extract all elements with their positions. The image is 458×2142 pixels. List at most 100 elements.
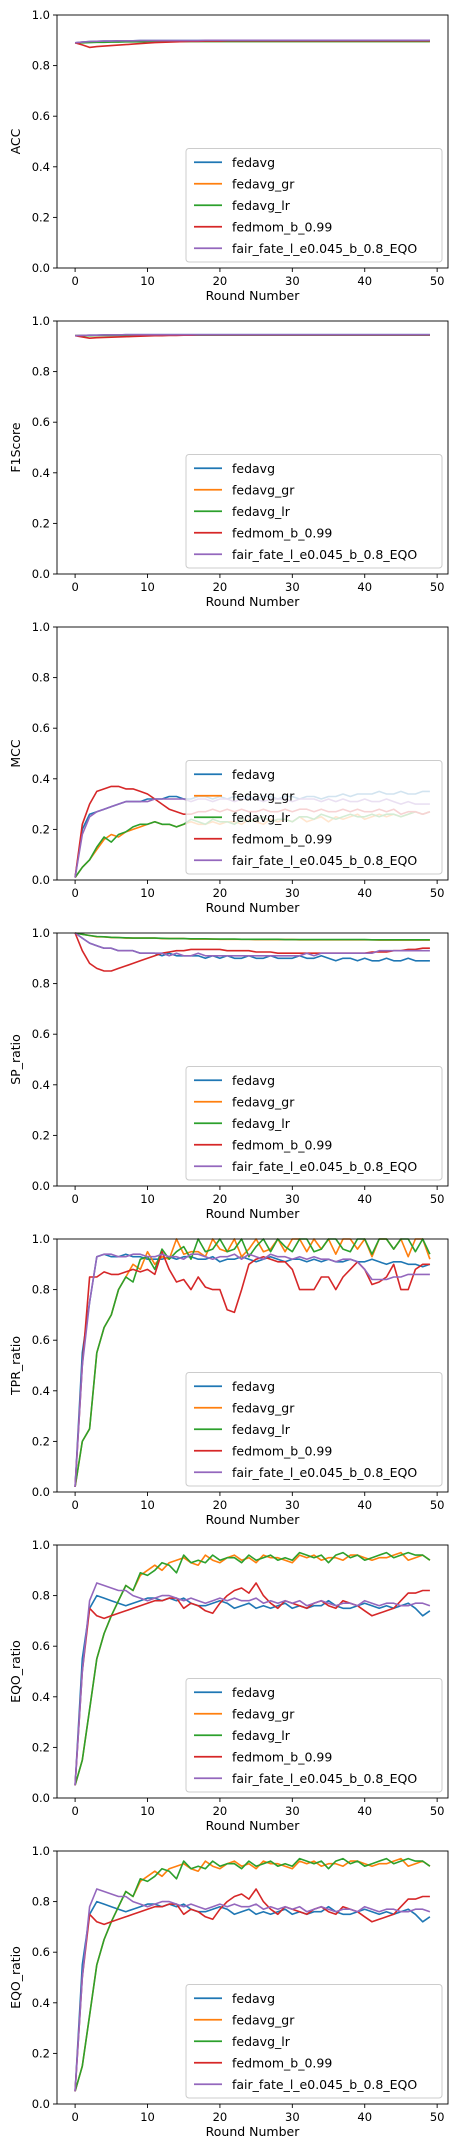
legend-label: fedmom_b_0.99 [232, 2055, 332, 2070]
x-tick-label: 20 [213, 886, 228, 900]
legend-label: fedavg [232, 461, 275, 476]
y-tick-label: 1.0 [32, 1538, 50, 1552]
x-tick-label: 0 [71, 1498, 78, 1512]
legend-label: fedavg_gr [232, 176, 295, 191]
x-tick-label: 30 [285, 2110, 300, 2124]
y-tick-label: 0.8 [32, 1283, 50, 1297]
legend-label: fedavg [232, 1073, 275, 1088]
x-tick-label: 40 [357, 580, 372, 594]
x-tick-label: 30 [285, 1804, 300, 1818]
y-tick-label: 0.0 [32, 873, 50, 887]
series-group [74, 1857, 431, 2092]
series-line-3 [74, 932, 430, 972]
legend-label: fedavg [232, 1685, 275, 1700]
legend: fedavg fedavg_gr fedavg_lr fedmom_b_0.99fai… [185, 760, 443, 875]
series-group [74, 932, 430, 972]
legend-label: fedavg_gr [232, 1706, 295, 1721]
y-tick-label: 0.4 [32, 1384, 50, 1398]
y-tick-label: 1.0 [32, 620, 50, 634]
x-tick-label: 40 [357, 1192, 372, 1206]
y-tick-label: 0.6 [32, 109, 50, 123]
legend-label: fedavg_gr [232, 1094, 295, 1109]
y-tick-label: 0.2 [32, 1740, 50, 1754]
x-tick-label: 10 [140, 274, 155, 288]
chart-panel-6: 0.0 0.2 0.4 0.6 0.8 1.0 0 10 20 30 40 50 Round Numbe… [8, 1844, 449, 2139]
x-tick-label: 20 [213, 2110, 228, 2124]
x-tick-label: 50 [430, 580, 445, 594]
series-line-4 [74, 1582, 431, 1786]
x-tick-label: 10 [140, 2110, 155, 2124]
x-tick-label: 0 [71, 1192, 78, 1206]
y-tick-label: 1.0 [32, 926, 50, 940]
series-line-4 [75, 333, 430, 337]
series-line-4 [75, 39, 430, 44]
x-tick-label: 0 [71, 274, 78, 288]
y-tick-label: 1.0 [32, 8, 50, 22]
x-tick-label: 0 [71, 886, 78, 900]
legend-label: fedavg_gr [232, 1400, 295, 1415]
legend-label: fedavg [232, 155, 275, 170]
x-axis-label: Round Number [206, 2124, 301, 2139]
x-tick-label: 0 [71, 2110, 78, 2124]
y-tick-label: 0.2 [32, 822, 50, 836]
y-tick-label: 0.0 [32, 261, 50, 275]
y-tick-label: 0.8 [32, 365, 50, 379]
y-axis-label: F1Score [8, 422, 23, 472]
y-tick-label: 0.6 [32, 1639, 50, 1653]
legend-label: fedavg_gr [232, 482, 295, 497]
x-tick-label: 40 [357, 274, 372, 288]
chart-panel-3: 0.0 0.2 0.4 0.6 0.8 1.0 0 10 20 30 40 50 Round Numbe… [8, 926, 449, 1221]
x-tick-label: 50 [430, 2110, 445, 2124]
legend-label: fedavg_lr [232, 1116, 291, 1131]
axes-frame [56, 1544, 449, 1799]
legend: fedavg fedavg_gr fedavg_lr fedmom_b_0.99fai… [185, 454, 443, 569]
legend-label: fedmom_b_0.99 [232, 1749, 332, 1764]
y-tick-label: 1.0 [32, 1844, 50, 1858]
legend-label: fedavg_lr [232, 2034, 291, 2049]
x-axis-label: Round Number [206, 1206, 301, 1221]
x-tick-label: 20 [213, 1498, 228, 1512]
legend-label: fedmom_b_0.99 [232, 1137, 332, 1152]
legend-label: fedavg_lr [232, 1422, 291, 1437]
y-axis-label: TPR_ratio [8, 1336, 23, 1396]
series-line-1 [74, 1238, 431, 1488]
legend-label: fedavg [232, 1991, 275, 2006]
legend: fedavg fedavg_gr fedavg_lr fedmom_b_0.99fai… [185, 1372, 443, 1487]
x-tick-label: 10 [140, 1804, 155, 1818]
y-tick-label: 0.8 [32, 671, 50, 685]
y-tick-label: 0.8 [32, 1589, 50, 1603]
series-line-0 [74, 1594, 431, 1786]
y-tick-label: 0.0 [32, 1791, 50, 1805]
x-tick-label: 10 [140, 1498, 155, 1512]
x-tick-label: 30 [285, 886, 300, 900]
y-tick-label: 0.2 [32, 1434, 50, 1448]
axes-frame [56, 932, 449, 1187]
y-tick-label: 0.6 [32, 1945, 50, 1959]
series-group [74, 1551, 431, 1786]
x-tick-label: 10 [140, 580, 155, 594]
legend-label: fedavg [232, 1379, 275, 1394]
y-tick-label: 0.4 [32, 772, 50, 786]
y-axis-label: EQO_ratio [8, 1640, 23, 1703]
y-axis-label: ACC [8, 128, 23, 154]
x-axis-label: Round Number [206, 288, 301, 303]
series-line-4 [74, 1888, 431, 2092]
x-tick-label: 20 [213, 274, 228, 288]
y-tick-label: 0.8 [32, 1895, 50, 1909]
y-tick-label: 0.4 [32, 1996, 50, 2010]
legend-label: fair_fate_l_e0.045_b_0.8_EQO [232, 241, 417, 256]
y-axis-label: EQO_ratio [8, 1946, 23, 2009]
legend-label: fair_fate_l_e0.045_b_0.8_EQO [232, 1771, 417, 1786]
chart-panel-5: 0.0 0.2 0.4 0.6 0.8 1.0 0 10 20 30 40 50 Round Numbe… [8, 1538, 449, 1833]
y-tick-label: 1.0 [32, 1232, 50, 1246]
legend: fedavg fedavg_gr fedavg_lr fedmom_b_0.99fai… [185, 148, 443, 263]
legend-label: fedavg_lr [232, 810, 291, 825]
x-axis-label: Round Number [206, 1512, 301, 1527]
y-tick-label: 0.4 [32, 1690, 50, 1704]
series-line-4 [74, 1253, 430, 1487]
y-axis-label: MCC [8, 739, 23, 768]
series-line-0 [74, 1253, 431, 1487]
legend-label: fedavg_gr [232, 788, 295, 803]
legend-label: fedmom_b_0.99 [232, 831, 332, 846]
